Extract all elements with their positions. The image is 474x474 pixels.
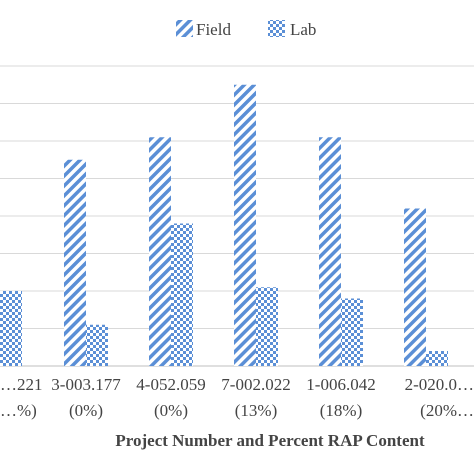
legend-swatch-field (176, 20, 193, 37)
legend-swatch-lab (268, 20, 285, 37)
category-code-label: 7-002.022 (221, 375, 290, 394)
bar-lab-1 (86, 324, 108, 366)
bar-lab-2 (171, 223, 193, 366)
legend: Field Lab (176, 20, 316, 39)
x-axis-title: Project Number and Percent RAP Content (115, 431, 425, 450)
bar-field-2 (149, 137, 171, 366)
bar-field-3 (234, 84, 256, 366)
bar-lab-0 (0, 291, 22, 366)
category-code-label: …221 (0, 375, 43, 394)
category-code-label: 2-020.0… (405, 375, 474, 394)
category-code-label: 4-052.059 (136, 375, 205, 394)
legend-label-lab: Lab (290, 20, 316, 39)
category-pct-label: (0%) (69, 401, 103, 420)
category-pct-label: (13%) (235, 401, 277, 420)
bar-lab-4 (341, 298, 363, 366)
category-pct-label: (0%) (154, 401, 188, 420)
category-pct-label: (20%… (420, 401, 474, 420)
category-labels: …221 …%) 3-003.177 (0%) 4-052.059 (0%) 7-002.0… (0, 375, 474, 420)
category-pct-label: (18%) (320, 401, 362, 420)
bar-lab-3 (256, 287, 278, 366)
category-code-label: 3-003.177 (51, 375, 121, 394)
legend-label-field: Field (196, 20, 231, 39)
bars (0, 84, 448, 366)
bar-field-5 (404, 208, 426, 366)
bar-field-4 (319, 137, 341, 366)
category-code-label: 1-006.042 (306, 375, 375, 394)
bar-lab-5 (426, 351, 448, 366)
category-pct-label: …%) (0, 401, 37, 420)
bar-field-1 (64, 159, 86, 366)
